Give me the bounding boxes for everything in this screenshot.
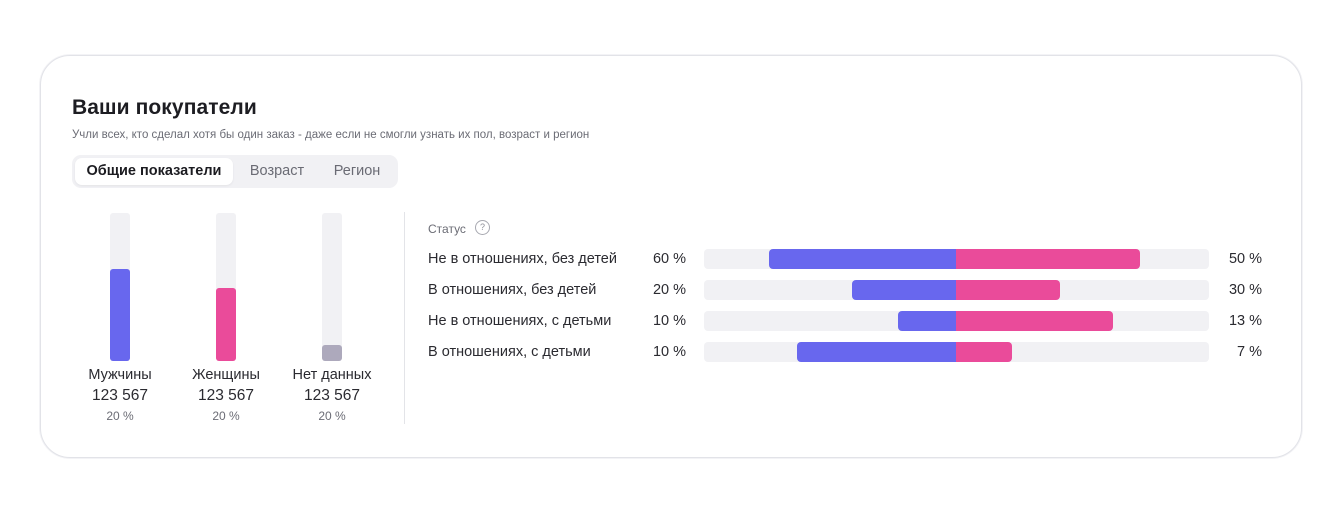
bar-right-3 — [956, 342, 1012, 362]
card-subtitle: Учли всех, кто сделал хотя бы один заказ… — [72, 129, 590, 141]
row-left-percent-2: 10 % — [652, 313, 686, 329]
tab-general[interactable]: Общие показатели — [75, 158, 233, 185]
percent-men: 20 % — [106, 409, 134, 423]
row-left-percent-0: 60 % — [652, 251, 686, 267]
bar-track-women — [216, 213, 236, 361]
tabs-bar: Общие показатели Возраст Регион — [72, 155, 398, 188]
bar-right-0 — [956, 249, 1140, 269]
row-track-1 — [704, 280, 1209, 300]
row-right-percent-1: 30 % — [1228, 282, 1262, 298]
row-label-1: В отношениях, без детей — [428, 282, 597, 298]
tab-region[interactable]: Регион — [333, 163, 381, 179]
row-left-percent-3: 10 % — [652, 344, 686, 360]
bar-right-1 — [956, 280, 1060, 300]
card-title: Ваши покупатели — [72, 96, 257, 119]
bar-left-3 — [797, 342, 956, 362]
value-nodata: 123 567 — [303, 387, 361, 404]
status-heading: Статус — [428, 222, 466, 236]
bar-women — [216, 288, 236, 361]
row-label-3: В отношениях, с детьми — [428, 344, 591, 360]
bar-right-2 — [956, 311, 1113, 331]
bar-track-nodata — [322, 213, 342, 361]
tab-age[interactable]: Возраст — [249, 163, 305, 179]
value-women: 123 567 — [197, 387, 255, 404]
bar-left-1 — [852, 280, 956, 300]
bar-men — [110, 269, 130, 361]
row-label-0: Не в отношениях, без детей — [428, 251, 617, 267]
row-right-percent-3: 7 % — [1237, 344, 1262, 360]
percent-nodata: 20 % — [318, 409, 346, 423]
bar-track-men — [110, 213, 130, 361]
label-women: Женщины — [192, 367, 260, 383]
value-men: 123 567 — [91, 387, 149, 404]
bar-nodata — [322, 345, 342, 361]
label-men: Мужчины — [88, 367, 152, 383]
section-divider — [404, 212, 405, 424]
row-right-percent-2: 13 % — [1228, 313, 1262, 329]
row-track-3 — [704, 342, 1209, 362]
row-track-2 — [704, 311, 1209, 331]
row-right-percent-0: 50 % — [1228, 251, 1262, 267]
bar-left-2 — [898, 311, 956, 331]
row-left-percent-1: 20 % — [652, 282, 686, 298]
percent-women: 20 % — [212, 409, 240, 423]
row-track-0 — [704, 249, 1209, 269]
label-nodata: Нет данных — [292, 367, 372, 383]
bar-left-0 — [769, 249, 956, 269]
row-label-2: Не в отношениях, с детьми — [428, 313, 612, 329]
help-icon[interactable]: ? — [475, 220, 490, 235]
